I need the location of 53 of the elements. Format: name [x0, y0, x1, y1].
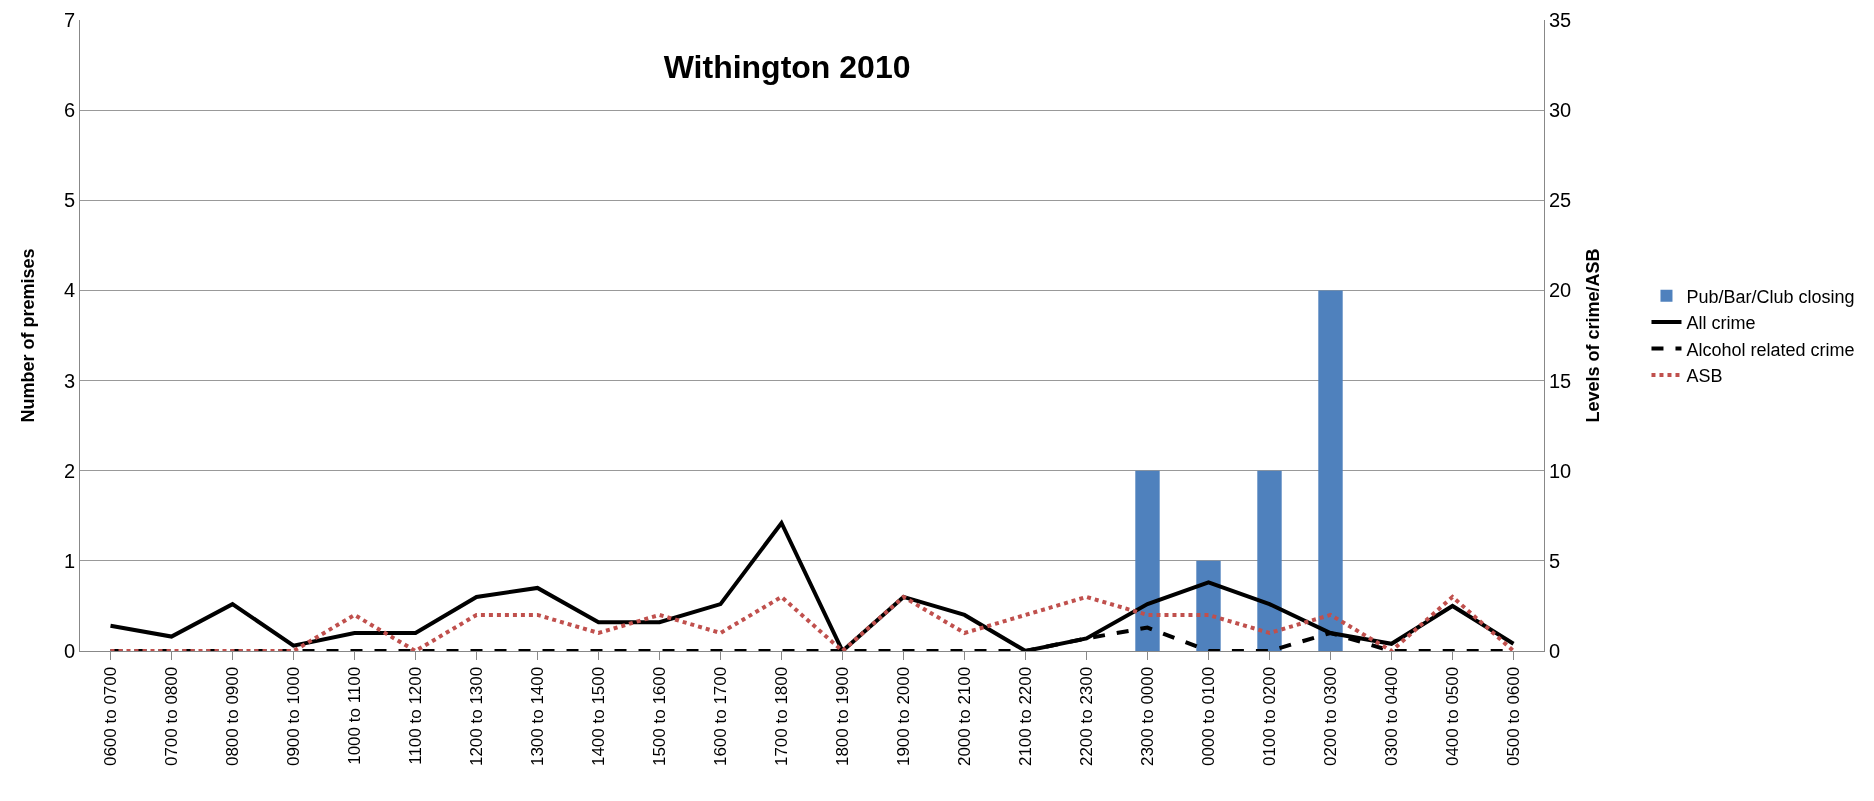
x-tick-label: 0800 to 0900	[223, 666, 243, 767]
x-tick-label: 0900 to 1000	[284, 666, 304, 767]
text: Withington 2010	[663, 49, 911, 86]
bar	[1196, 560, 1221, 651]
x-tick-label: 1300 to 1400	[528, 666, 548, 767]
x-tick-label: 1400 to 1500	[589, 666, 609, 767]
legend-label: Pub/Bar/Club closing	[1686, 286, 1855, 307]
y-tick-label: 3	[63, 369, 75, 392]
x-tick-label: 1900 to 2000	[894, 666, 914, 767]
x-tick-label: 1200 to 1300	[467, 666, 487, 767]
x-tick-label: 1600 to 1700	[711, 666, 731, 767]
bar	[1318, 290, 1343, 651]
y2-tick-label: 30	[1549, 99, 1572, 122]
x-tick-label: 2100 to 2200	[1016, 666, 1036, 767]
x-tick-label: 0400 to 0500	[1443, 666, 1463, 767]
y2-tick-label: 10	[1549, 459, 1572, 482]
y-tick-label: 5	[63, 189, 75, 212]
x-tick-label: 0200 to 0300	[1321, 666, 1341, 767]
bar	[1135, 470, 1160, 651]
y2-tick-label: 5	[1549, 549, 1561, 572]
x-tick-label: 1800 to 1900	[833, 666, 853, 767]
y-tick-label: 2	[63, 459, 75, 482]
x-tick-label: 0700 to 0800	[162, 666, 182, 767]
y-tick-label: 6	[63, 99, 75, 122]
x-tick-label: 2200 to 2300	[1077, 666, 1097, 767]
legend-label: ASB	[1686, 365, 1723, 386]
y-axis-title: Number of premises	[18, 248, 38, 423]
y-tick-label: 0	[63, 640, 75, 662]
x-tick-label: 1500 to 1600	[650, 666, 670, 767]
bar	[1257, 470, 1282, 651]
y2-tick-label: 20	[1549, 279, 1572, 302]
x-tick-label: 0600 to 0700	[101, 666, 121, 767]
y-tick-label: 4	[63, 279, 75, 302]
x-tick-label: 0300 to 0400	[1382, 666, 1402, 767]
line-series	[108, 594, 1516, 651]
line-series	[108, 521, 1516, 651]
x-tick-label: 2000 to 2100	[955, 666, 975, 767]
y-tick-label: 7	[63, 9, 75, 31]
x-tick-label: 0000 to 0100	[1199, 666, 1219, 767]
x-tick-label: 1700 to 1800	[772, 666, 792, 767]
x-tick-label: 1100 to 1200	[406, 666, 426, 765]
legend-label: Alcohol related crime	[1686, 339, 1855, 360]
x-tick-label: 1000 to 1100	[345, 666, 365, 765]
y2-axis-title: Levels of crime/ASB	[1583, 248, 1603, 423]
y2-tick-label: 35	[1549, 9, 1572, 31]
y2-tick-label: 15	[1549, 369, 1572, 392]
legend-label: All crime	[1686, 313, 1756, 334]
y2-tick-label: 25	[1549, 189, 1572, 212]
y-tick-label: 1	[63, 549, 75, 572]
x-tick-label: 0500 to 0600	[1504, 666, 1524, 767]
x-tick-label: 2300 to 0000	[1138, 666, 1158, 767]
y2-tick-label: 0	[1549, 640, 1561, 662]
x-tick-label: 0100 to 0200	[1260, 666, 1280, 767]
